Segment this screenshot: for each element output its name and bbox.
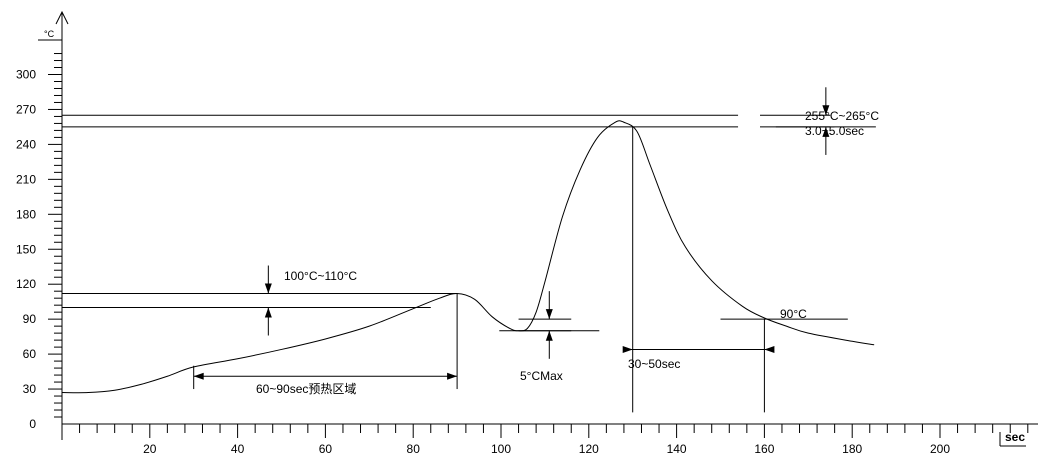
dimension-markers	[193, 87, 876, 380]
x-tick-label: 60	[319, 442, 333, 456]
x-tick-label: 40	[231, 442, 245, 456]
soak-callout-arrow-up	[264, 307, 272, 318]
annotation-peak-time: 3.0~5.0sec	[805, 124, 864, 138]
x-tick-label: 180	[842, 442, 862, 456]
peak-callout-arrow-up	[822, 126, 830, 137]
temperature-curve	[61, 120, 875, 394]
dip-callout-arrow-down	[545, 309, 553, 320]
y-tick-label: 180	[16, 207, 36, 221]
x-tick-label: 160	[754, 442, 774, 456]
y-tick-label: 120	[16, 277, 36, 291]
annotation-cool: 90°C	[780, 307, 807, 321]
dip-callout-arrow-up	[545, 330, 553, 341]
x-tick-label: 200	[930, 442, 950, 456]
preheat-arrow-right	[447, 372, 458, 380]
soak-callout-arrow-down	[264, 283, 272, 294]
annotation-reflow: 30~50sec	[628, 357, 680, 371]
reference-lines	[62, 114, 848, 413]
y-tick-label: 0	[29, 417, 36, 431]
annotation-soak-temp: 100°C~110°C	[284, 269, 357, 283]
y-tick-label: 90	[23, 312, 37, 326]
y-tick-label: 150	[16, 242, 36, 256]
y-tick-label: 240	[16, 137, 36, 151]
annotation-preheat: 60~90sec预热区域	[256, 382, 356, 396]
reflow-arrow-left	[622, 345, 633, 353]
x-tick-label: 80	[407, 442, 421, 456]
y-tick-label: 210	[16, 172, 36, 186]
x-axis-unit-label: sec	[1005, 430, 1025, 444]
x-tick-label: 100	[491, 442, 511, 456]
axes: 20 40 60 80 100 120 140 160 180 200 0 30 60 90 120 150 1…	[16, 10, 1038, 456]
y-tick-label: 30	[23, 382, 37, 396]
annotation-dip: 5°CMax	[520, 369, 563, 383]
preheat-arrow-left	[193, 372, 204, 380]
annotation-peak-temp: 255°C~265°C	[805, 109, 879, 123]
y-axis-unit-label: °C	[44, 29, 55, 39]
reflow-arrow-right	[764, 345, 775, 353]
x-tick-label: 20	[143, 442, 157, 456]
y-tick-label: 60	[23, 347, 37, 361]
x-tick-label: 120	[579, 442, 599, 456]
y-tick-label: 300	[16, 68, 36, 82]
x-tick-label: 140	[667, 442, 687, 456]
y-tick-label: 270	[16, 102, 36, 116]
y-axis-arrowhead	[55, 10, 69, 25]
peak-callout-arrow-down	[822, 105, 830, 116]
temperature-profile-line	[61, 120, 875, 394]
